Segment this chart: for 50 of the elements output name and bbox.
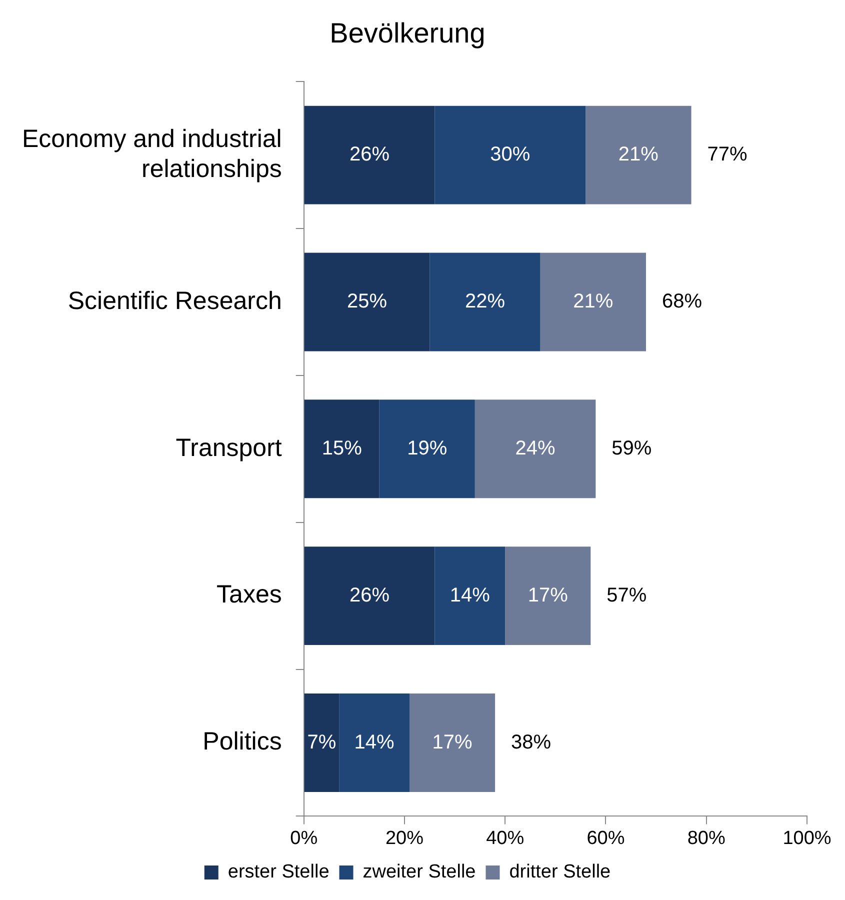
data-label: 21%	[573, 290, 614, 312]
bar	[474, 400, 596, 498]
x-tick-label: 80%	[687, 828, 726, 849]
bar	[430, 252, 540, 352]
bar	[304, 546, 435, 646]
y-tick-label: Scientific Research	[68, 286, 282, 315]
y-tick-label: Taxes	[216, 580, 282, 609]
data-label: 14%	[450, 584, 490, 606]
bar	[434, 546, 506, 646]
y-tick-label: Politics	[202, 728, 282, 756]
total-label: 77%	[707, 144, 748, 166]
data-label: 14%	[354, 731, 395, 754]
total-label: 68%	[662, 290, 702, 312]
x-tick-label: 0%	[290, 828, 318, 849]
legend-label: dritter Stelle	[509, 862, 611, 883]
legend-label: zweiter Stelle	[362, 862, 476, 883]
bar	[304, 252, 430, 352]
bar	[304, 106, 435, 204]
bar	[434, 106, 586, 204]
bar	[339, 694, 410, 792]
x-tick-label: 100%	[782, 828, 832, 849]
bar	[505, 546, 591, 646]
legend-label: erster Stelle	[228, 862, 330, 883]
bar	[540, 252, 646, 352]
bar	[410, 694, 496, 792]
total-label: 59%	[612, 437, 652, 460]
total-label: 38%	[511, 731, 552, 754]
x-tick-label: 20%	[385, 828, 424, 849]
bar	[304, 694, 340, 792]
data-label: 22%	[464, 290, 506, 312]
data-label: 24%	[515, 437, 556, 460]
data-label: 17%	[432, 731, 473, 754]
y-tick-label: Economy and industrial relationships	[22, 124, 282, 183]
total-label: 57%	[606, 584, 647, 606]
data-label: 7%	[307, 731, 336, 754]
bar	[586, 106, 692, 204]
data-label: 19%	[407, 437, 448, 460]
data-label: 25%	[346, 290, 388, 312]
bar	[304, 400, 380, 498]
x-tick-label: 60%	[586, 828, 625, 849]
x-tick-label: 40%	[486, 828, 524, 849]
chart-title: Bevölkerung	[330, 18, 486, 49]
data-label: 17%	[528, 584, 568, 606]
data-label: 21%	[618, 144, 659, 166]
data-label: 15%	[322, 437, 362, 460]
data-label: 26%	[350, 584, 390, 606]
data-label: 26%	[350, 144, 390, 166]
y-tick-label: Transport	[176, 434, 282, 462]
data-label: 30%	[490, 144, 530, 166]
bar	[379, 400, 475, 498]
